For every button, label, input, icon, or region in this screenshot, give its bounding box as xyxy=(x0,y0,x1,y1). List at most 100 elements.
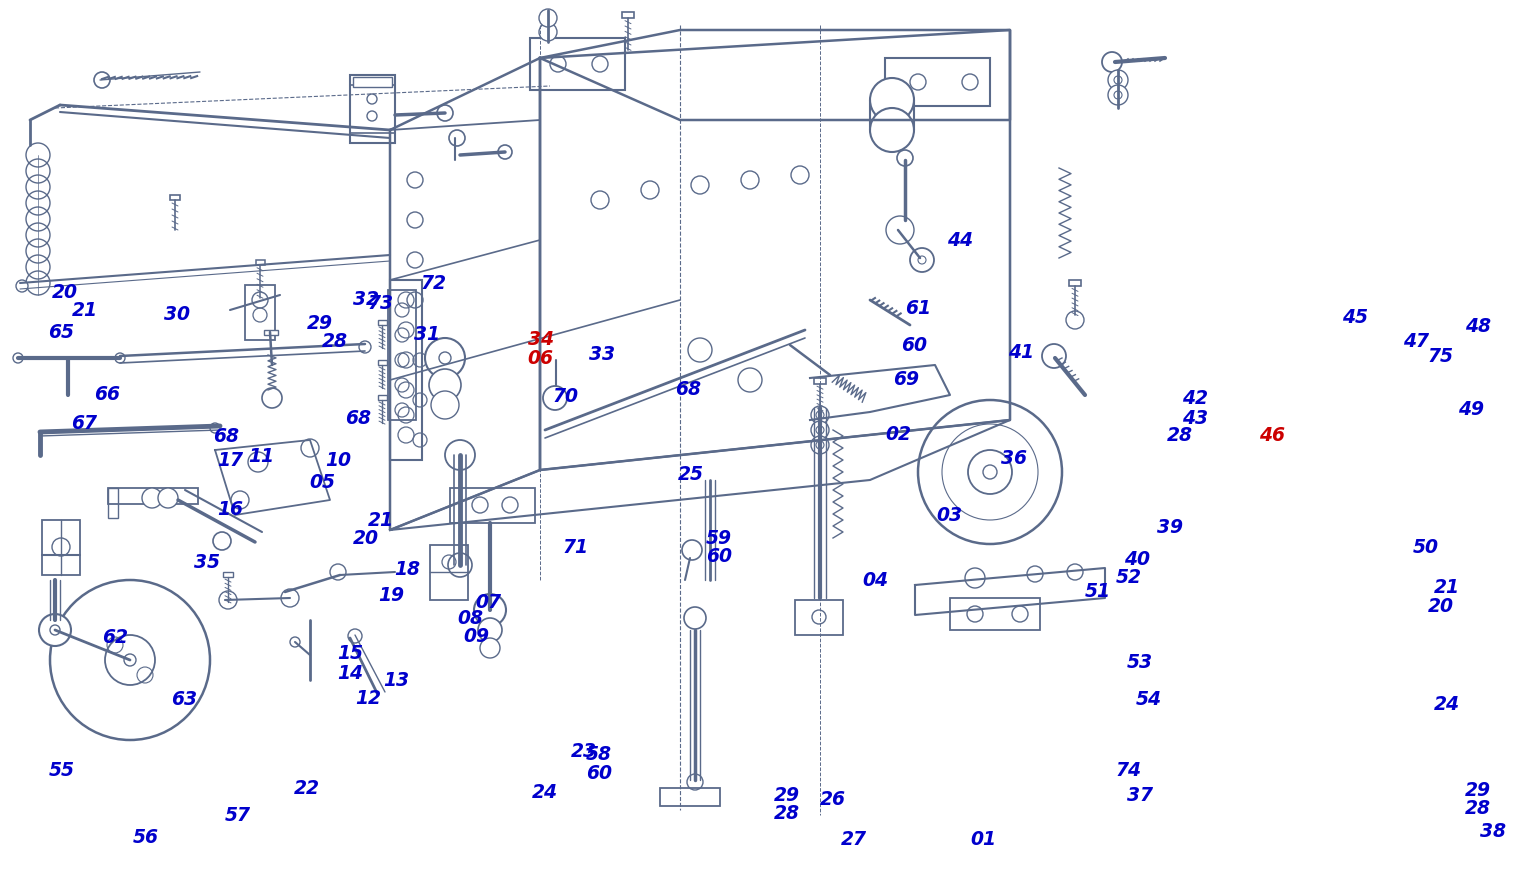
Text: 04: 04 xyxy=(863,571,888,590)
Circle shape xyxy=(869,78,914,122)
Text: 42: 42 xyxy=(1183,389,1207,408)
Text: 06: 06 xyxy=(528,349,553,369)
Text: 63: 63 xyxy=(172,690,197,710)
Circle shape xyxy=(475,594,505,626)
Circle shape xyxy=(498,145,511,159)
Bar xyxy=(255,260,264,265)
Bar xyxy=(350,75,395,143)
Text: 49: 49 xyxy=(1459,400,1484,419)
Bar xyxy=(378,395,387,400)
Text: 70: 70 xyxy=(553,387,578,407)
Bar xyxy=(622,12,634,18)
Text: 56: 56 xyxy=(134,828,158,847)
Bar xyxy=(389,290,416,420)
Text: 15: 15 xyxy=(338,644,362,664)
Text: 21: 21 xyxy=(1435,578,1459,597)
Circle shape xyxy=(425,338,465,378)
Bar xyxy=(223,572,233,577)
Circle shape xyxy=(281,589,300,607)
Text: 35: 35 xyxy=(195,553,220,572)
Text: 71: 71 xyxy=(564,538,588,557)
Text: 55: 55 xyxy=(49,761,74,781)
Text: 68: 68 xyxy=(346,408,370,428)
Circle shape xyxy=(445,440,475,470)
Text: 43: 43 xyxy=(1183,408,1207,428)
Circle shape xyxy=(687,774,703,790)
Bar xyxy=(390,280,422,460)
Text: 08: 08 xyxy=(458,609,482,628)
Text: 09: 09 xyxy=(464,626,488,646)
Text: 25: 25 xyxy=(679,464,703,484)
Text: 58: 58 xyxy=(587,745,611,765)
Text: 22: 22 xyxy=(295,779,319,798)
Bar xyxy=(264,330,278,335)
Circle shape xyxy=(1028,566,1043,582)
Text: 60: 60 xyxy=(707,547,731,566)
Text: 12: 12 xyxy=(356,688,381,708)
Text: 21: 21 xyxy=(72,300,97,320)
Circle shape xyxy=(158,488,178,508)
Circle shape xyxy=(432,391,459,419)
Text: 45: 45 xyxy=(1342,307,1367,327)
Bar xyxy=(885,58,991,106)
Text: 02: 02 xyxy=(886,424,911,444)
Circle shape xyxy=(1107,70,1127,90)
Circle shape xyxy=(1041,344,1066,368)
Circle shape xyxy=(811,406,829,424)
Bar xyxy=(41,520,80,575)
Bar xyxy=(450,488,535,523)
Text: 37: 37 xyxy=(1127,786,1152,805)
Text: 28: 28 xyxy=(323,331,347,351)
Text: 01: 01 xyxy=(971,830,995,850)
Circle shape xyxy=(15,280,28,292)
Text: 40: 40 xyxy=(1124,550,1149,570)
Bar xyxy=(949,598,1040,630)
Text: 48: 48 xyxy=(1465,316,1490,336)
Text: 75: 75 xyxy=(1428,346,1453,366)
Text: 44: 44 xyxy=(948,231,972,251)
Text: 24: 24 xyxy=(533,783,558,803)
Circle shape xyxy=(290,637,300,647)
Text: 74: 74 xyxy=(1117,761,1141,781)
Text: 16: 16 xyxy=(218,500,243,519)
Text: 30: 30 xyxy=(164,305,189,324)
Text: 62: 62 xyxy=(103,628,127,648)
Bar xyxy=(350,85,395,133)
Circle shape xyxy=(38,614,71,646)
Text: 57: 57 xyxy=(226,805,250,825)
Bar xyxy=(1069,280,1081,286)
Circle shape xyxy=(141,488,161,508)
Text: 11: 11 xyxy=(249,447,273,466)
Circle shape xyxy=(811,421,829,439)
Text: 38: 38 xyxy=(1481,821,1505,841)
Circle shape xyxy=(1068,564,1083,580)
Text: 61: 61 xyxy=(906,299,931,318)
Text: 28: 28 xyxy=(1167,426,1192,446)
Circle shape xyxy=(115,353,124,363)
Circle shape xyxy=(539,23,558,41)
Bar xyxy=(246,285,275,340)
Circle shape xyxy=(1066,311,1084,329)
Circle shape xyxy=(220,591,237,609)
Text: 10: 10 xyxy=(326,451,350,470)
Text: 33: 33 xyxy=(590,345,614,364)
Text: 46: 46 xyxy=(1260,426,1284,446)
Circle shape xyxy=(429,369,461,401)
Text: 68: 68 xyxy=(676,380,700,400)
Bar xyxy=(108,488,118,518)
Circle shape xyxy=(263,388,283,408)
Text: 27: 27 xyxy=(842,830,866,850)
Text: 65: 65 xyxy=(49,323,74,342)
Text: 32: 32 xyxy=(353,290,378,309)
Bar xyxy=(796,600,843,635)
Text: 19: 19 xyxy=(379,586,404,605)
Circle shape xyxy=(449,553,472,577)
Text: 50: 50 xyxy=(1413,538,1438,557)
Circle shape xyxy=(897,150,912,166)
Text: 29: 29 xyxy=(307,314,332,333)
Circle shape xyxy=(12,353,23,363)
Bar xyxy=(378,320,387,325)
Text: 20: 20 xyxy=(52,283,77,302)
Bar xyxy=(530,38,625,90)
Text: 39: 39 xyxy=(1158,517,1183,537)
